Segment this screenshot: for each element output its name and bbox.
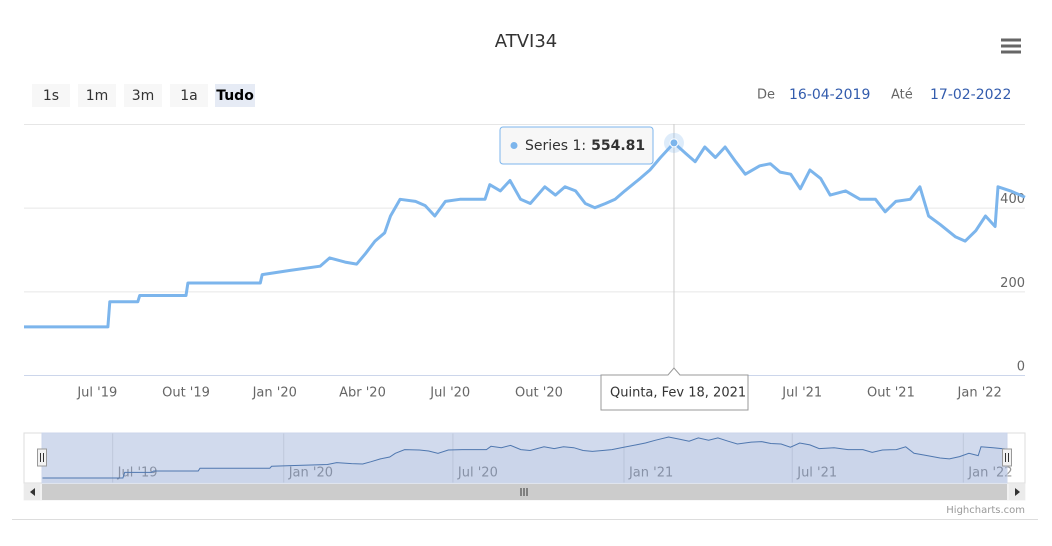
x-tick-label: Jul '19 bbox=[76, 386, 117, 401]
navigator-tick-label: Jul '21 bbox=[796, 466, 837, 481]
menu-button[interactable] bbox=[998, 34, 1024, 58]
range-button-label[interactable]: 3m bbox=[132, 88, 155, 104]
navigator-area bbox=[42, 437, 1007, 483]
scrollbar-arrow bbox=[30, 488, 35, 496]
range-button[interactable] bbox=[170, 84, 208, 107]
navigator-line bbox=[42, 436, 1008, 479]
navigator-tick-label: Jul '19 bbox=[117, 466, 158, 481]
credits[interactable]: Highcharts.com bbox=[946, 505, 1025, 516]
navigator-bg bbox=[23, 432, 1026, 484]
x-tick-label: Jan '22 bbox=[957, 386, 1002, 401]
x-tick-label: Out '19 bbox=[162, 386, 210, 401]
x-tick-label: Jul '21 bbox=[781, 386, 822, 401]
hover-point bbox=[669, 138, 679, 148]
range-button-label[interactable]: 1a bbox=[180, 88, 198, 104]
range-button[interactable] bbox=[32, 84, 70, 107]
to-label: Até bbox=[891, 88, 913, 103]
tooltip-box bbox=[499, 126, 654, 165]
tooltip-dot bbox=[510, 142, 518, 149]
scrollbar-arrow bbox=[1015, 488, 1020, 496]
navigator-tick-label: Jan '21 bbox=[628, 466, 673, 481]
range-button-label[interactable]: Tudo bbox=[216, 88, 254, 104]
x-tick-label: Jul '20 bbox=[429, 386, 470, 401]
chart-title: ATVI34 bbox=[495, 31, 557, 52]
navigator-mask[interactable] bbox=[41, 432, 1008, 484]
x-tick-label: Out '21 bbox=[867, 386, 915, 401]
y-tick-label: 200 bbox=[1000, 276, 1025, 291]
navigator-tick-label: Jan '20 bbox=[288, 466, 333, 481]
x-tooltip-box bbox=[600, 367, 749, 411]
tooltip-value: 554.81 bbox=[591, 138, 645, 154]
range-button[interactable] bbox=[124, 84, 162, 107]
navigator-tick-label: Jan '22 bbox=[967, 466, 1012, 481]
navigator-tick-label: Jul '20 bbox=[457, 466, 498, 481]
from-date[interactable]: 16-04-2019 bbox=[789, 87, 870, 103]
tooltip-series: Series 1: bbox=[525, 138, 586, 154]
range-button-label[interactable]: 1s bbox=[43, 88, 59, 104]
y-tick-label: 0 bbox=[1017, 360, 1025, 375]
x-tooltip-text: Quinta, Fev 18, 2021 bbox=[610, 386, 746, 401]
series-line bbox=[24, 141, 1026, 329]
range-button[interactable] bbox=[78, 84, 116, 107]
navigator-handle[interactable] bbox=[37, 448, 47, 467]
to-date[interactable]: 17-02-2022 bbox=[930, 87, 1011, 103]
x-tick-label: Jan '20 bbox=[252, 386, 297, 401]
tooltip-text: Series 1: 554.81 bbox=[525, 138, 645, 154]
range-button[interactable] bbox=[215, 84, 255, 107]
navigator-handle[interactable] bbox=[1002, 448, 1012, 467]
x-tick-label: Abr '20 bbox=[339, 386, 386, 401]
range-button-label[interactable]: 1m bbox=[86, 88, 109, 104]
from-label: De bbox=[757, 88, 775, 103]
x-tick-label: Out '20 bbox=[515, 386, 563, 401]
